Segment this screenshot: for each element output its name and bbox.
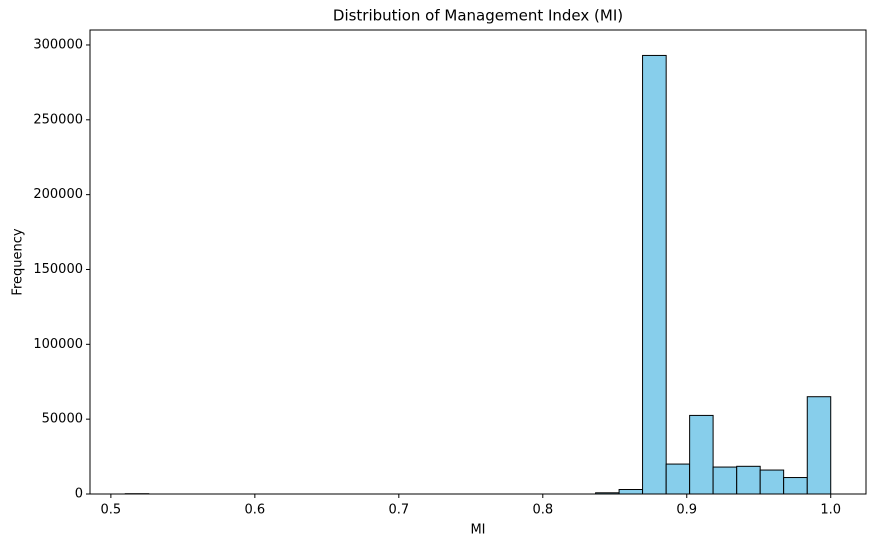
chart-title: Distribution of Management Index (MI) <box>333 7 623 25</box>
x-tick-label: 0.5 <box>101 503 122 518</box>
x-tick-label: 0.8 <box>532 503 553 518</box>
bar <box>689 414 714 495</box>
bar <box>712 466 738 495</box>
y-tick-label: 300000 <box>33 37 83 52</box>
bar <box>665 463 691 495</box>
x-tick-label: 0.7 <box>388 503 409 518</box>
bar <box>783 477 808 495</box>
y-tick-label: 200000 <box>33 187 83 202</box>
x-axis-label: MI <box>470 523 485 538</box>
x-tick-label: 0.9 <box>676 503 697 518</box>
y-tick-label: 250000 <box>33 112 83 127</box>
bar <box>642 54 667 495</box>
y-tick-label: 50000 <box>42 412 83 427</box>
y-tick-label: 150000 <box>33 262 83 277</box>
bar <box>806 396 832 495</box>
y-tick-label: 0 <box>75 487 83 502</box>
x-tick-label: 0.6 <box>245 503 266 518</box>
bar <box>736 465 761 495</box>
plot-frame <box>89 29 867 495</box>
y-tick-label: 100000 <box>33 337 83 352</box>
x-tick-label: 1.0 <box>820 503 841 518</box>
y-axis-label: Frequency <box>11 228 26 295</box>
bar <box>759 469 785 495</box>
bar <box>618 489 644 495</box>
